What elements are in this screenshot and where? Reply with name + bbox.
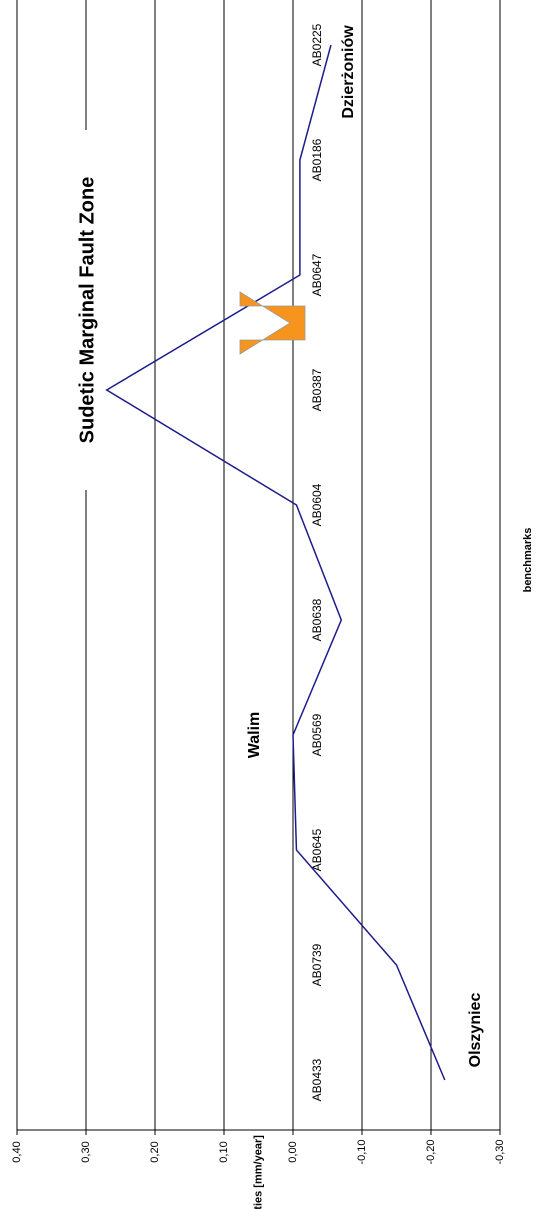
x-tick-label: AB0569	[310, 713, 324, 756]
x-tick-label: AB0604	[310, 483, 324, 526]
line	[105, 44, 446, 1081]
annotation: Sudetic Marginal Fault Zone	[76, 177, 98, 444]
y-tick-label: 0,40	[11, 1141, 23, 1162]
arrow	[239, 291, 306, 355]
y-tick-label: -0,20	[425, 1139, 437, 1164]
x-tick-label: AB0638	[310, 598, 324, 641]
y-tick-label: -0,30	[494, 1139, 506, 1164]
annotation: Olszyniec	[467, 993, 484, 1068]
x-tick-label: AB0645	[310, 828, 324, 871]
y-tick-label: -0,10	[356, 1139, 368, 1164]
x-tick-label: AB0739	[310, 943, 324, 986]
annotation: Walim	[246, 712, 263, 759]
y-axis-title: velocities [mm/year]	[252, 1135, 264, 1209]
y-tick-label: 0,30	[80, 1141, 92, 1162]
x-tick-label: AB0387	[310, 368, 324, 411]
y-tick-label: 0,00	[287, 1141, 299, 1162]
annotation: Dzierżoniów	[340, 25, 357, 119]
y-tick-label: 0,10	[218, 1141, 230, 1162]
x-tick-label: AB0647	[310, 253, 324, 296]
label-bg	[74, 130, 102, 490]
x-tick-label: AB0186	[310, 138, 324, 181]
x-tick-label: AB0225	[310, 23, 324, 66]
y-tick-label: 0,20	[149, 1141, 161, 1162]
x-tick-label: AB0433	[310, 1058, 324, 1101]
x-axis-title: benchmarks	[522, 528, 534, 593]
